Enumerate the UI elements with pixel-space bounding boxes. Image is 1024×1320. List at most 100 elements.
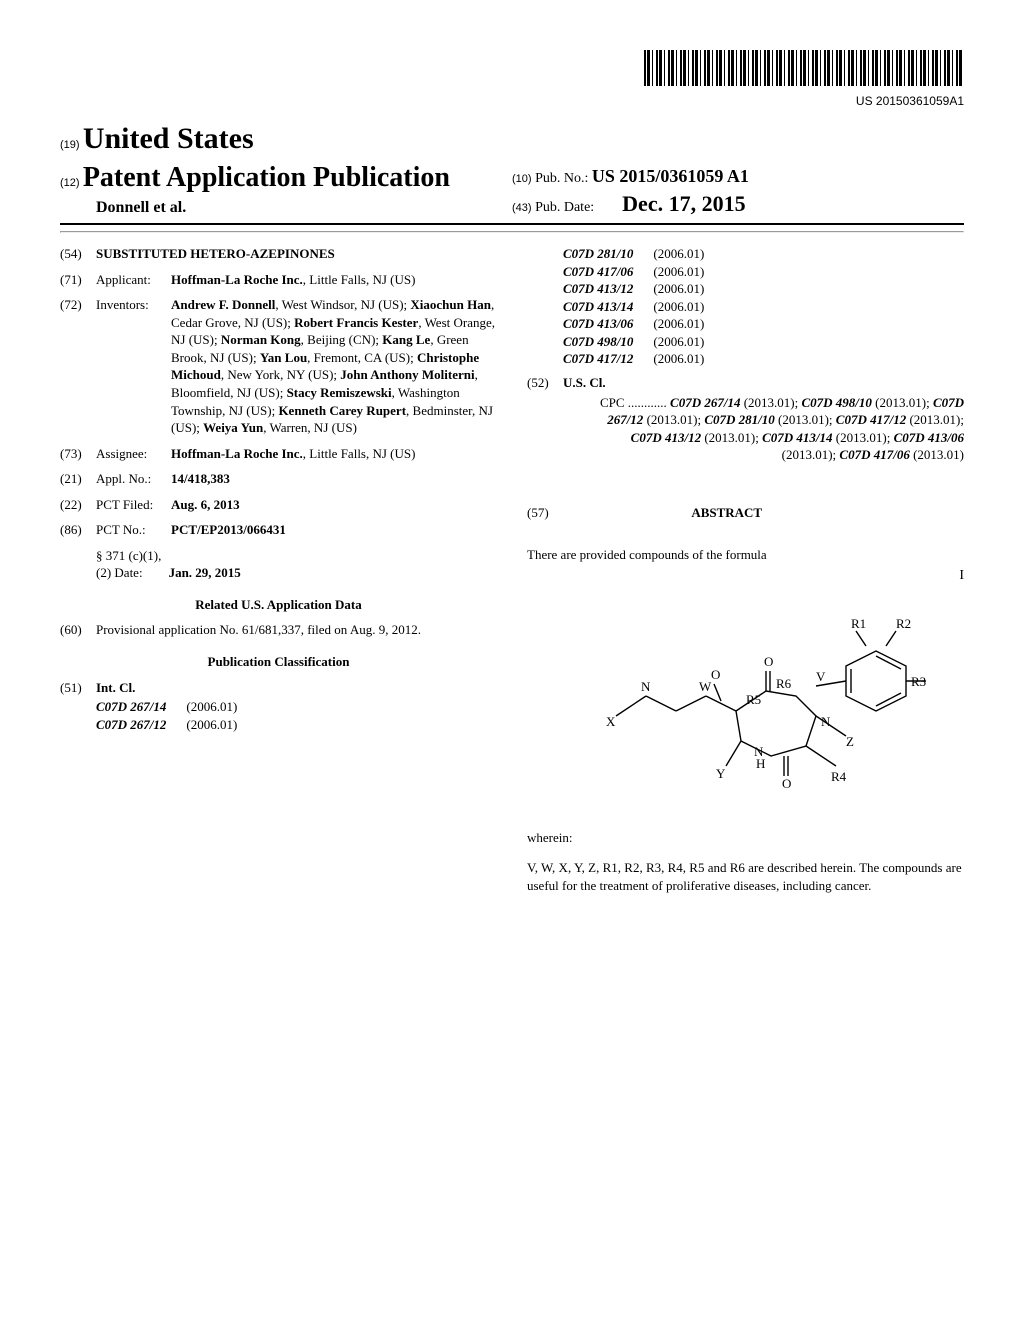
intcl-ver: (2006.01) bbox=[186, 698, 257, 716]
field-52: (52) U.S. Cl. bbox=[527, 374, 964, 392]
table-row: C07D 417/06(2006.01) bbox=[563, 263, 724, 281]
field-num-60: (60) bbox=[60, 621, 96, 639]
field-num-86: (86) bbox=[60, 521, 96, 539]
intcl-ver: (2006.01) bbox=[653, 350, 724, 368]
intcl-code: C07D 417/12 bbox=[563, 350, 653, 368]
pubclass-heading: Publication Classification bbox=[60, 653, 497, 671]
field-72: (72) Inventors: Andrew F. Donnell, West … bbox=[60, 296, 497, 436]
field-num-54: (54) bbox=[60, 245, 96, 263]
intcl-code: C07D 267/14 bbox=[96, 698, 186, 716]
label-O1: O bbox=[711, 667, 720, 682]
field-num-21: (21) bbox=[60, 470, 96, 488]
field-86b: § 371 (c)(1), (2) Date: Jan. 29, 2015 bbox=[96, 547, 497, 582]
label-Y: Y bbox=[716, 766, 726, 781]
barcode-graphic bbox=[644, 50, 964, 86]
field-num-71: (71) bbox=[60, 271, 96, 289]
intcl-ver: (2006.01) bbox=[653, 245, 724, 263]
field-num-51: (51) bbox=[60, 679, 96, 697]
table-row: C07D 417/12(2006.01) bbox=[563, 350, 724, 368]
pubdate: Dec. 17, 2015 bbox=[622, 191, 745, 216]
field-71: (71) Applicant: Hoffman-La Roche Inc., L… bbox=[60, 271, 497, 289]
header-divider bbox=[60, 231, 964, 233]
field-label-73: Assignee: bbox=[96, 445, 171, 463]
provisional-app: Provisional application No. 61/681,337, … bbox=[96, 621, 497, 639]
invention-title: SUBSTITUTED HETERO-AZEPINONES bbox=[96, 245, 335, 263]
field-label-86: PCT No.: bbox=[96, 521, 171, 539]
intcl-label: Int. Cl. bbox=[96, 680, 135, 695]
label-O2: O bbox=[764, 654, 773, 669]
intcl-code: C07D 498/10 bbox=[563, 333, 653, 351]
code-12: (12) bbox=[60, 177, 80, 189]
header-row: (19) United States (12) Patent Applicati… bbox=[60, 119, 964, 225]
field-21: (21) Appl. No.: 14/418,383 bbox=[60, 470, 497, 488]
label-R6: R6 bbox=[776, 676, 792, 691]
label-R3: R3 bbox=[911, 674, 926, 689]
intcl-table-left: C07D 267/14(2006.01) C07D 267/12(2006.01… bbox=[96, 698, 257, 733]
label-H: H bbox=[756, 756, 765, 771]
pub-type: Patent Application Publication bbox=[83, 162, 450, 193]
intcl-table-right: C07D 281/10(2006.01) C07D 417/06(2006.01… bbox=[563, 245, 724, 368]
label-W: W bbox=[699, 679, 712, 694]
header-left: (19) United States (12) Patent Applicati… bbox=[60, 119, 512, 219]
abstract-block: (57) ABSTRACT bbox=[527, 486, 964, 534]
abstract-body: V, W, X, Y, Z, R1, R2, R3, R4, R5 and R6… bbox=[527, 859, 964, 894]
code-19: (19) bbox=[60, 139, 80, 151]
intcl-code: C07D 417/06 bbox=[563, 263, 653, 281]
header-right: (10) Pub. No.: US 2015/0361059 A1 (43) P… bbox=[512, 164, 964, 219]
cpc-block: CPC ............ C07D 267/14 (2013.01); … bbox=[587, 394, 964, 464]
label-R5: R5 bbox=[746, 692, 761, 707]
right-column: C07D 281/10(2006.01) C07D 417/06(2006.01… bbox=[527, 245, 964, 907]
table-row: C07D 281/10(2006.01) bbox=[563, 245, 724, 263]
table-row: C07D 498/10(2006.01) bbox=[563, 333, 724, 351]
field-51: (51) Int. Cl. bbox=[60, 679, 497, 697]
wherein-label: wherein: bbox=[527, 829, 964, 847]
related-heading: Related U.S. Application Data bbox=[60, 596, 497, 614]
left-column: (54) SUBSTITUTED HETERO-AZEPINONES (71) … bbox=[60, 245, 497, 907]
pubdate-label: Pub. Date: bbox=[535, 200, 594, 215]
intcl-code: C07D 413/14 bbox=[563, 298, 653, 316]
uscl-label: U.S. Cl. bbox=[563, 375, 606, 390]
intcl-code: C07D 413/06 bbox=[563, 315, 653, 333]
pubno-label: Pub. No.: bbox=[535, 171, 588, 186]
table-row: C07D 413/14(2006.01) bbox=[563, 298, 724, 316]
field-label-21: Appl. No.: bbox=[96, 470, 171, 488]
field-73: (73) Assignee: Hoffman-La Roche Inc., Li… bbox=[60, 445, 497, 463]
field-60: (60) Provisional application No. 61/681,… bbox=[60, 621, 497, 639]
label-R2: R2 bbox=[896, 616, 911, 631]
authors: Donnell et al. bbox=[60, 197, 512, 219]
intcl-code: C07D 413/12 bbox=[563, 280, 653, 298]
label-N3: N bbox=[821, 714, 831, 729]
label-N1: N bbox=[641, 679, 651, 694]
label-V: V bbox=[816, 669, 826, 684]
s371-date-label: (2) Date: bbox=[96, 565, 143, 580]
intcl-code: C07D 267/12 bbox=[96, 716, 186, 734]
label-X: X bbox=[606, 714, 616, 729]
intcl-code: C07D 281/10 bbox=[563, 245, 653, 263]
label-O3: O bbox=[782, 776, 791, 791]
appl-no: 14/418,383 bbox=[171, 470, 497, 488]
pubno: US 2015/0361059 A1 bbox=[592, 166, 749, 186]
intcl-ver: (2006.01) bbox=[653, 280, 724, 298]
pct-filed: Aug. 6, 2013 bbox=[171, 496, 497, 514]
intcl-ver: (2006.01) bbox=[653, 333, 724, 351]
code-10: (10) bbox=[512, 173, 532, 185]
field-num-22: (22) bbox=[60, 496, 96, 514]
intcl-ver: (2006.01) bbox=[186, 716, 257, 734]
abstract-intro: There are provided compounds of the form… bbox=[527, 546, 964, 564]
inventors: Andrew F. Donnell, West Windsor, NJ (US)… bbox=[171, 296, 497, 436]
cpc-lead: CPC ............ bbox=[600, 395, 667, 410]
barcode-block bbox=[60, 50, 964, 91]
chemical-structure: R1 R2 R3 V R6 R5 O O O W N X N H N Z R4 … bbox=[566, 616, 926, 816]
bibliographic-columns: (54) SUBSTITUTED HETERO-AZEPINONES (71) … bbox=[60, 245, 964, 907]
applicant: Hoffman-La Roche Inc., Little Falls, NJ … bbox=[171, 271, 497, 289]
table-row: C07D 413/06(2006.01) bbox=[563, 315, 724, 333]
code-43: (43) bbox=[512, 202, 532, 214]
field-label-22: PCT Filed: bbox=[96, 496, 171, 514]
field-86: (86) PCT No.: PCT/EP2013/066431 bbox=[60, 521, 497, 539]
country-name: United States bbox=[83, 122, 254, 155]
intcl-ver: (2006.01) bbox=[653, 298, 724, 316]
field-num-52: (52) bbox=[527, 374, 563, 392]
abstract-heading: ABSTRACT bbox=[552, 504, 902, 522]
label-Z: Z bbox=[846, 734, 854, 749]
barcode-text: US 20150361059A1 bbox=[60, 93, 964, 109]
